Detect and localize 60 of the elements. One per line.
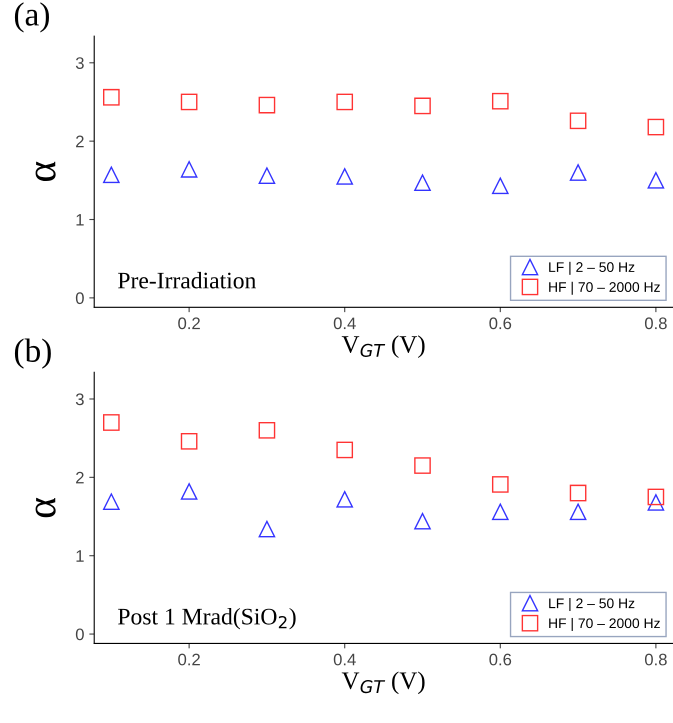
point [570, 112, 586, 130]
legend-label: LF | 2 – 50 Hz [549, 598, 634, 612]
point [258, 422, 276, 439]
y-tick-label: 2 [76, 136, 84, 148]
point [648, 118, 664, 136]
x-axis-title: V$_{GT}$ (V) [342, 335, 425, 358]
point [414, 174, 431, 192]
point [648, 494, 664, 511]
point [103, 88, 120, 106]
point [336, 168, 354, 185]
point [414, 512, 431, 530]
chart-title: (b) [14, 338, 51, 369]
legend-label: LF | 2 – 50 Hz [549, 262, 634, 275]
point [258, 167, 276, 184]
point [336, 490, 354, 508]
point [492, 92, 509, 110]
point [492, 503, 509, 520]
x-tick-label: 0.6 [489, 317, 512, 330]
point [336, 442, 354, 458]
point [492, 177, 509, 194]
y-tick-label: 1 [76, 550, 84, 562]
point [414, 98, 431, 114]
point [570, 164, 586, 181]
x-tick-label: 0.2 [178, 317, 200, 330]
legend-label: HF | 70 – 2000 Hz [549, 618, 660, 631]
point [492, 476, 509, 493]
x-tick-label: 0.2 [178, 654, 200, 666]
chart-title: (a) [14, 2, 49, 33]
x-tick-label: 0.4 [334, 654, 356, 666]
point [258, 520, 276, 538]
x-tick-label: 0.8 [644, 654, 667, 666]
y-axis-title: α [36, 162, 56, 182]
y-axis-title: α [36, 498, 56, 518]
y-tick-label: 1 [76, 214, 84, 226]
point [103, 493, 120, 510]
point [180, 161, 198, 178]
x-tick-label: 0.6 [489, 654, 512, 666]
y-tick-label: 3 [76, 393, 84, 406]
annotation: Post 1 Mrad(SiO$_{2}$) [118, 608, 296, 630]
x-tick-label: 0.4 [334, 317, 356, 330]
point [414, 457, 431, 474]
point [336, 94, 354, 110]
y-tick-label: 0 [76, 292, 84, 304]
point [103, 414, 120, 431]
annotation: Pre-Irradiation [118, 272, 256, 289]
point [570, 484, 586, 502]
x-axis-title: V$_{GT}$ (V) [342, 672, 425, 694]
y-tick-label: 3 [76, 57, 84, 69]
x-tick-label: 0.8 [644, 317, 667, 330]
point [648, 488, 664, 506]
point [180, 483, 198, 500]
point [180, 94, 198, 110]
point [103, 166, 120, 184]
point [258, 96, 276, 114]
legend-label: HF | 70 – 2000 Hz [549, 282, 660, 295]
point [648, 172, 664, 189]
point [180, 432, 198, 450]
y-tick-label: 2 [76, 472, 84, 484]
y-tick-label: 0 [76, 628, 84, 640]
point [570, 503, 586, 520]
